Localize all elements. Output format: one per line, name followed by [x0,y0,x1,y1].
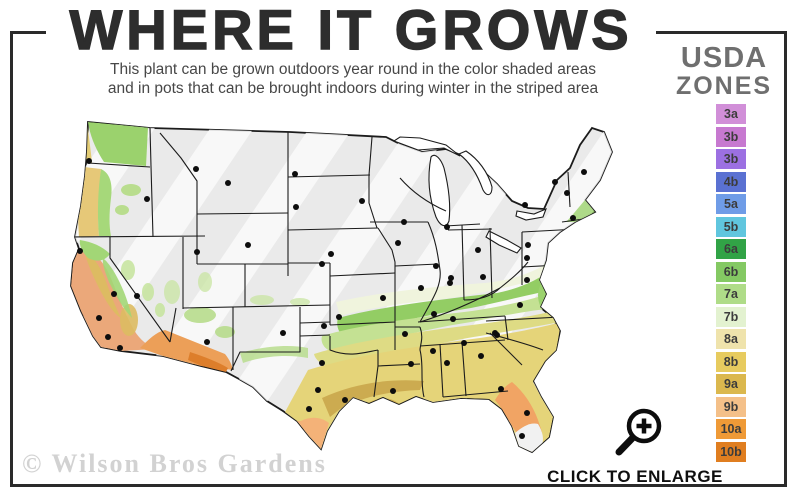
city-dot [105,334,111,340]
legend-zone-swatch: 10a [716,419,746,439]
city-dot [225,180,231,186]
city-dot [293,204,299,210]
city-dot [111,291,117,297]
city-dot [86,158,92,164]
city-dot [380,295,386,301]
city-dot [519,433,525,439]
legend-zone-swatch: 6b [716,261,746,282]
city-dot [552,179,558,185]
legend-zone-swatch: 4b [716,171,746,192]
legend-zone-swatch: 9a [716,374,746,394]
city-dot [315,387,321,393]
city-dot [433,263,439,269]
click-to-enlarge-button[interactable]: CLICK TO ENLARGE [540,404,730,487]
legend-zone-swatch: 9b [716,396,746,417]
city-dot [447,280,453,286]
city-dot [581,169,587,175]
city-dot [418,285,424,291]
city-dot [525,242,531,248]
city-dot [444,360,450,366]
legend-heading-zones: ZONES [675,72,773,100]
city-dots [77,158,587,439]
city-dot [524,410,530,416]
city-dot [431,311,437,317]
legend-zone-swatch: 7b [716,306,746,327]
legend-zone-swatch: 3b [716,149,746,169]
city-dot [328,251,334,257]
legend-zone-swatch: 6a [716,239,746,259]
city-dot [478,353,484,359]
city-dot [306,406,312,412]
city-dot [461,340,467,346]
page-title: WHERE IT GROWS [69,0,633,61]
magnifying-glass-plus-icon[interactable] [600,404,670,460]
city-dot [517,302,523,308]
legend-zone-swatch: 3b [716,126,746,147]
legend-zone-swatch: 10b [716,441,746,462]
legend-zone-swatch: 5a [716,194,746,214]
city-dot [280,330,286,336]
city-dot [444,224,450,230]
city-dot [117,345,123,351]
city-dot [401,219,407,225]
city-dot [245,242,251,248]
click-to-enlarge-label[interactable]: CLICK TO ENLARGE [547,467,723,486]
legend-zone-swatch: 8b [716,351,746,372]
title-band: WHERE IT GROWS [46,0,656,58]
city-dot [336,314,342,320]
city-dot [395,240,401,246]
legend-heading: USDA ZONES [668,42,780,100]
legend-zone-swatch: 7a [716,284,746,304]
city-dot [570,215,576,221]
usda-zone-legend: 3a 3b 3b 4b 5a 5b 6a 6b 7a 7b 8a 8b 9a 9b 10a 10b [716,104,746,464]
city-dot [144,196,150,202]
city-dot [450,316,456,322]
great-lakes [392,136,547,254]
city-dot [134,293,140,299]
city-dot [522,202,528,208]
city-dot [480,274,486,280]
legend-zone-swatch: 8a [716,329,746,349]
legend-zone-swatch: 3a [716,104,746,124]
city-dot [342,397,348,403]
city-dot [564,190,570,196]
city-dot [390,388,396,394]
legend-heading-usda: USDA [680,42,768,74]
city-dot [498,386,504,392]
subtitle-line-1: This plant can be grown outdoors year ro… [110,61,596,78]
city-dot [494,332,500,338]
city-dot [77,248,83,254]
city-dot [402,331,408,337]
city-dot [194,249,200,255]
city-dot [292,171,298,177]
city-dot [359,198,365,204]
legend-zone-swatch: 5b [716,216,746,237]
city-dot [475,247,481,253]
city-dot [96,315,102,321]
city-dot [193,166,199,172]
subtitle-line-2: and in pots that can be brought indoors … [107,80,599,98]
city-dot [408,361,414,367]
city-dot [321,323,327,329]
city-dot [204,339,210,345]
city-dot [319,261,325,267]
city-dot [524,255,530,261]
city-dot [319,360,325,366]
subtitle: This plant can be grown outdoors year ro… [46,60,660,99]
watermark: © Wilson Bros Gardens [22,449,327,478]
city-dot [448,275,454,281]
city-dot [524,277,530,283]
city-dot [430,348,436,354]
